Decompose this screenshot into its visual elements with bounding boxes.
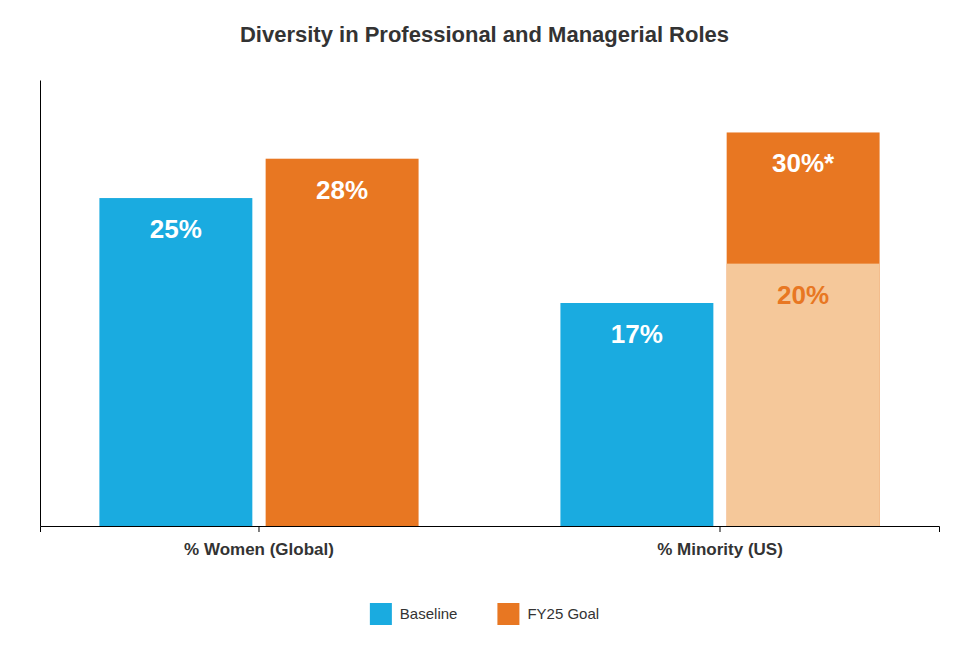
bar [560,303,713,526]
x-axis: % Women (Global) % Minority (US) [41,526,940,559]
x-tick: % Women (Global) [184,526,334,559]
data-label: 25% [150,214,202,244]
bar [727,264,880,526]
legend-item: FY25 Goal [497,603,599,625]
x-tick: % Minority (US) [657,526,783,559]
data-label: 17% [611,319,663,349]
legend: Baseline FY25 Goal [370,603,599,625]
legend-swatch [497,603,519,625]
bar [727,132,880,526]
bar [99,198,252,526]
tick-mark [720,526,721,532]
legend-item: Baseline [370,603,458,625]
bars [99,132,879,526]
title: Diversity in Professional and Managerial… [240,22,729,47]
chart: Diversity in Professional and Managerial… [0,0,969,646]
data-labels: 25% 17% 28% 30%* 20% [150,148,835,349]
legend-swatch [370,603,392,625]
legend-label: FY25 Goal [527,605,599,622]
x-axis-line [41,527,940,533]
legend-label: Baseline [400,605,458,622]
data-label: 30%* [772,148,835,178]
plot: 25% 17% 28% 30%* 20% % Women (Global) % Minori… [41,81,940,560]
tick-label: % Minority (US) [657,540,783,559]
data-label: 20% [777,280,829,310]
tick-mark [258,526,259,532]
data-label: 28% [316,175,368,205]
y-axis-line [40,81,41,527]
bar [266,159,419,526]
y-axis [40,81,41,527]
tick-label: % Women (Global) [184,540,334,559]
